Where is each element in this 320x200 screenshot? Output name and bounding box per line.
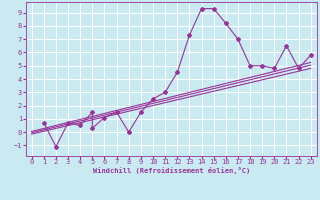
X-axis label: Windchill (Refroidissement éolien,°C): Windchill (Refroidissement éolien,°C) [92, 167, 250, 174]
